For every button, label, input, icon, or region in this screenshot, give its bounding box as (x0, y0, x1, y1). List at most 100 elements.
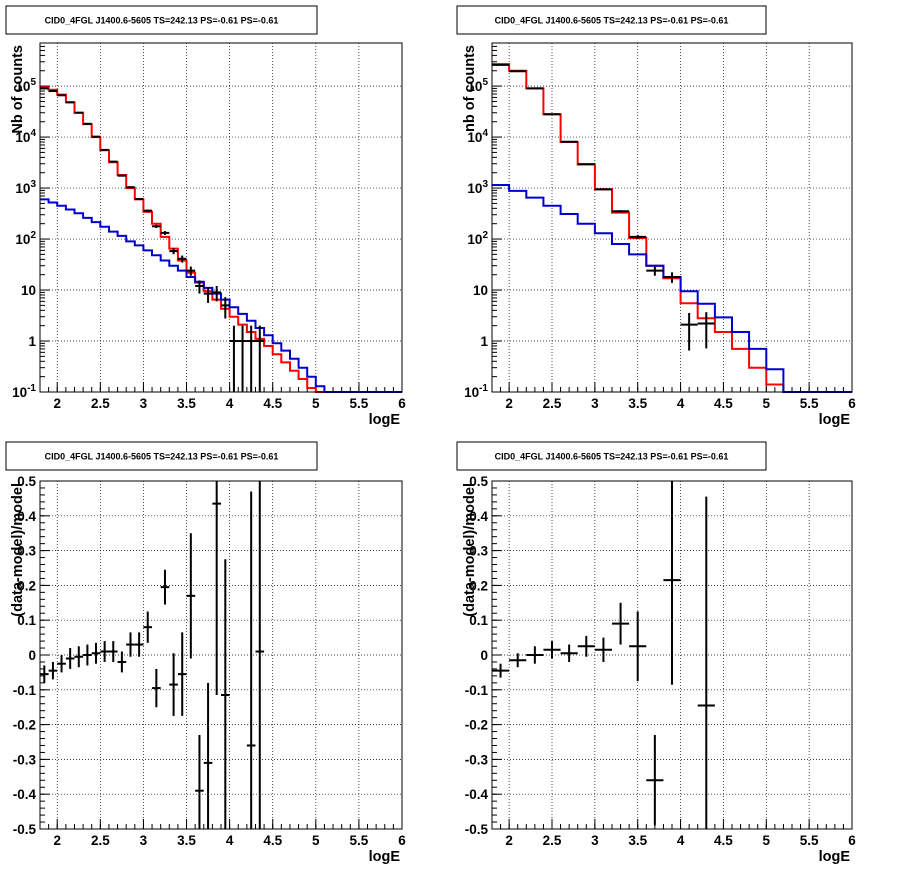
title-box (5, 441, 318, 471)
data-point (186, 533, 196, 659)
x-tick-label: 2.5 (543, 833, 562, 848)
data-point (577, 635, 595, 657)
x-axis-title: logE (369, 849, 401, 865)
data-point (169, 248, 178, 255)
x-tick-label: 5 (312, 396, 320, 411)
data-point (577, 163, 595, 166)
data-point (177, 255, 187, 263)
y-tick-label: 105 (467, 77, 488, 94)
y-tick-label: 0.1 (469, 613, 488, 628)
data-point (221, 559, 230, 829)
data-point (212, 481, 221, 696)
y-tick-label: 0.3 (469, 544, 488, 559)
data-point (203, 287, 213, 303)
x-tick-label: 5 (763, 396, 771, 411)
data-point (126, 632, 135, 657)
data-point (186, 266, 196, 276)
y-tick-label: 0.5 (17, 474, 36, 489)
x-tick-label: 3.5 (177, 833, 196, 848)
y-tick-label: 104 (15, 128, 36, 145)
x-tick-label: 4.5 (263, 833, 282, 848)
x-tick-label: 3.5 (628, 833, 647, 848)
y-tick-label: 1 (28, 334, 36, 349)
x-tick-label: 3.5 (628, 396, 647, 411)
data-point (57, 655, 66, 673)
data-point (83, 644, 92, 666)
chart-title: CID0_4FGL J1400.6-5605 TS=242.13 PS=-0.6… (45, 452, 279, 462)
y-tick-label: 10 (473, 283, 488, 298)
data-point (108, 641, 118, 662)
title-box (456, 441, 767, 471)
data-point (134, 198, 144, 201)
chart-pad-bottom-right: CID0_4FGL J1400.6-5605 TS=242.13 PS=-0.6… (456, 441, 856, 865)
data-point (195, 280, 204, 294)
x-tick-label: 5.5 (350, 396, 369, 411)
y-tick-label: 0.5 (469, 474, 488, 489)
data-point (221, 297, 230, 319)
plot-frame (39, 480, 403, 830)
data-point (680, 312, 698, 351)
x-tick-label: 4 (226, 396, 234, 411)
title-box (456, 5, 767, 35)
data-point (255, 481, 265, 829)
chart-title: CID0_4FGL J1400.6-5605 TS=242.13 PS=-0.6… (495, 452, 729, 462)
x-tick-label: 2 (53, 833, 61, 848)
data-point (100, 148, 109, 151)
data-point (108, 160, 118, 163)
x-tick-label: 6 (398, 396, 406, 411)
data-point (169, 653, 178, 716)
data-point (160, 231, 170, 235)
y-tick-label: 0 (28, 648, 36, 663)
y-tick-label: -0.3 (13, 752, 37, 767)
data-point (65, 648, 75, 669)
x-tick-label: 5.5 (800, 833, 819, 848)
y-tick-label: -0.3 (465, 752, 489, 767)
data-point (117, 651, 127, 673)
y-tick-label: 0.3 (17, 544, 36, 559)
y-tick-label: -0.4 (465, 787, 489, 802)
x-tick-label: 6 (398, 833, 406, 848)
y-tick-label: 0 (480, 648, 488, 663)
title-box (5, 5, 318, 35)
x-tick-label: 3.5 (177, 396, 196, 411)
x-tick-label: 4 (677, 833, 685, 848)
plot-frame (39, 42, 403, 393)
data-point (152, 668, 161, 708)
y-tick-label: 10-1 (464, 383, 488, 400)
y-tick-label: 10-1 (12, 383, 36, 400)
x-tick-label: 4.5 (714, 833, 733, 848)
data-point (663, 272, 681, 283)
x-tick-label: 2 (505, 396, 513, 411)
x-tick-label: 3 (591, 833, 599, 848)
data-point (238, 325, 247, 392)
plot-frame (491, 42, 853, 393)
plot-frame (491, 480, 853, 830)
data-point (100, 641, 109, 662)
y-tick-label: -0.2 (465, 718, 488, 733)
chart-pad-top-right: CID0_4FGL J1400.6-5605 TS=242.13 PS=-0.6… (456, 5, 856, 428)
data-point (177, 632, 187, 716)
y-tick-label: 104 (467, 128, 488, 145)
histogram-series-line (40, 86, 402, 393)
data-point (152, 224, 161, 229)
chart-pad-bottom-left: CID0_4FGL J1400.6-5605 TS=242.13 PS=-0.6… (5, 441, 406, 865)
y-tick-label: -0.1 (465, 683, 489, 698)
data-point (246, 325, 256, 392)
data-point (117, 174, 127, 177)
y-axis-title: (data-model)/model (462, 483, 478, 617)
y-tick-label: 0.2 (17, 578, 36, 593)
x-axis-title: logE (819, 849, 851, 865)
histogram-series-line (40, 198, 402, 393)
data-point (526, 646, 544, 664)
y-tick-label: 102 (15, 230, 36, 247)
data-point (143, 209, 153, 212)
data-point (126, 186, 135, 189)
y-tick-label: 1 (480, 334, 488, 349)
x-tick-label: 2 (505, 833, 513, 848)
data-point (594, 637, 612, 662)
x-tick-label: 4.5 (263, 396, 282, 411)
x-tick-label: 3 (140, 396, 148, 411)
y-axis-title: (data-model)/model (10, 483, 26, 617)
data-point (143, 611, 153, 643)
